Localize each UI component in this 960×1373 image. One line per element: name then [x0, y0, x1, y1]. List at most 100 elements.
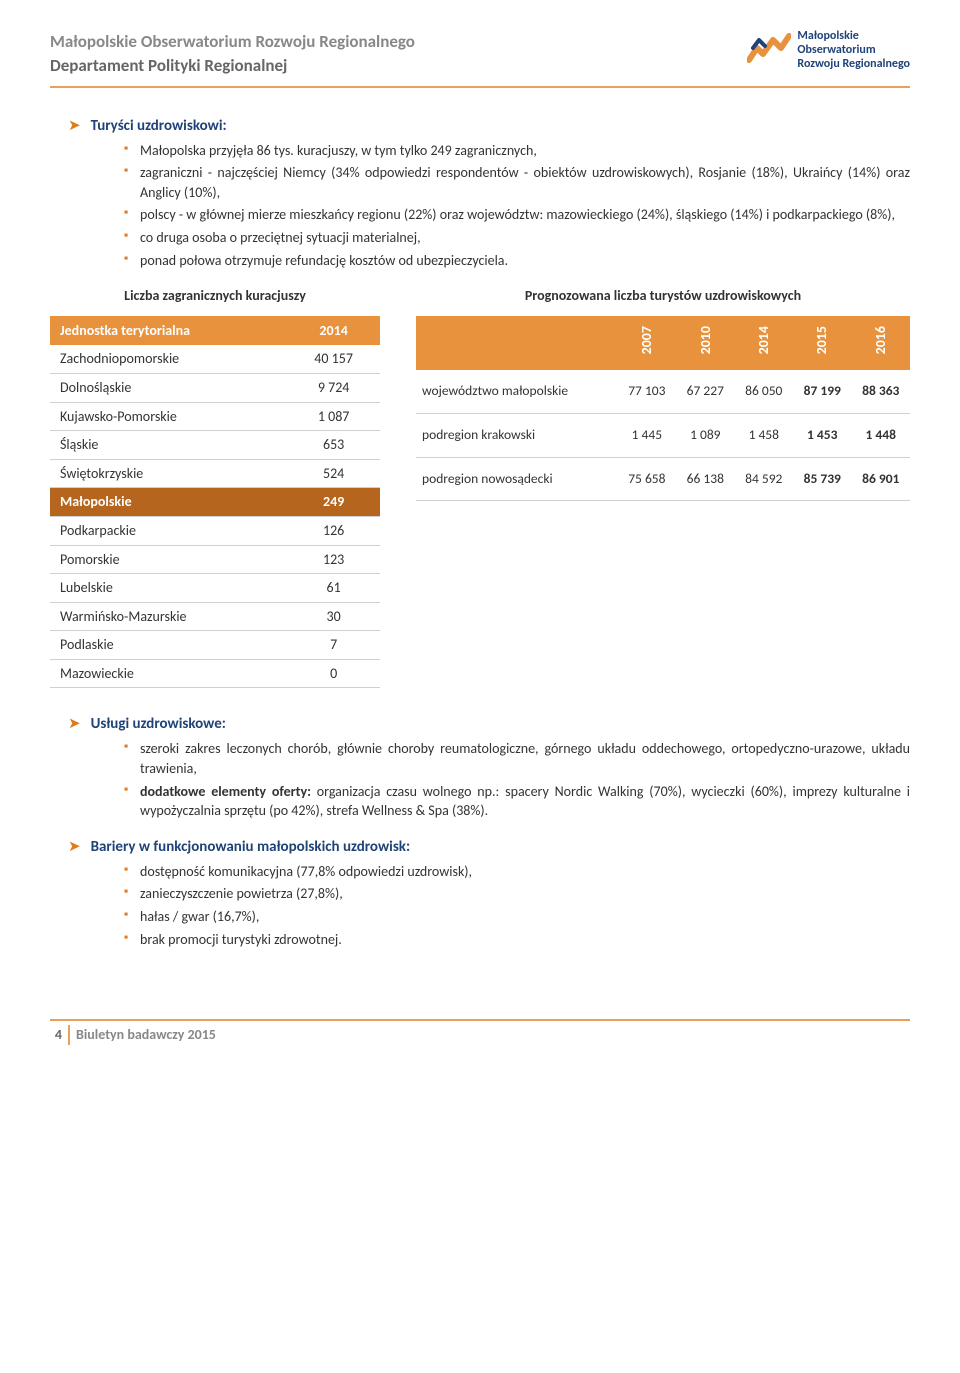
table-cell: 85 739	[793, 457, 851, 501]
section3-list: dostępność komunikacyjna (77,8% odpowied…	[124, 862, 910, 949]
table-cell: 7	[287, 631, 380, 660]
table-cell: 88 363	[851, 370, 910, 413]
t2-year-col: 2015	[793, 316, 851, 370]
section-bariery: ➤ Bariery w funkcjonowaniu małopolskich …	[68, 837, 910, 949]
table-cell: Mazowieckie	[50, 659, 287, 688]
list-item: hałas / gwar (16,7%),	[124, 907, 910, 927]
table-row: Mazowieckie0	[50, 659, 380, 688]
list-item: szeroki zakres leczonych chorób, głównie…	[124, 739, 910, 778]
logo-block: Małopolskie Obserwatorium Rozwoju Region…	[747, 30, 910, 71]
table-cell: Kujawsko-Pomorskie	[50, 402, 287, 431]
list-item: co druga osoba o przeciętnej sytuacji ma…	[124, 228, 910, 248]
table2-title: Prognozowana liczba turystów uzdrowiskow…	[416, 286, 910, 306]
table-cell: 1 445	[618, 413, 676, 457]
arrow-icon: ➤	[68, 714, 81, 735]
table-row: Świętokrzyskie524	[50, 459, 380, 488]
footer-text: Biuletyn badawczy 2015	[76, 1025, 216, 1045]
table-cell: 77 103	[618, 370, 676, 413]
header-title-2: Departament Polityki Regionalnej	[50, 54, 415, 78]
table-cell: 1 453	[793, 413, 851, 457]
logo-text-2: Obserwatorium	[797, 44, 910, 58]
list-item: dodatkowe elementy oferty: organizacja c…	[124, 782, 910, 821]
t1-col0: Jednostka terytorialna	[50, 316, 287, 346]
table-cell: Świętokrzyskie	[50, 459, 287, 488]
table-cell: 0	[287, 659, 380, 688]
list-item: zagraniczni - najczęściej Niemcy (34% od…	[124, 163, 910, 202]
t2-year-col: 2007	[618, 316, 676, 370]
logo-text-3: Rozwoju Regionalnego	[797, 58, 910, 72]
table-cell: 249	[287, 488, 380, 517]
table-cell: 84 592	[735, 457, 793, 501]
section1-heading: Turyści uzdrowiskowi:	[91, 116, 227, 137]
table-cell: 1 448	[851, 413, 910, 457]
table-cell: 30	[287, 602, 380, 631]
page-header: Małopolskie Obserwatorium Rozwoju Region…	[50, 30, 910, 88]
section-turysci: ➤ Turyści uzdrowiskowi: Małopolska przyj…	[68, 116, 910, 271]
table-cell: Dolnośląskie	[50, 373, 287, 402]
list-item: dostępność komunikacyjna (77,8% odpowied…	[124, 862, 910, 882]
table-cell: Lubelskie	[50, 574, 287, 603]
t2-year-col: 2016	[851, 316, 910, 370]
table-cell: 61	[287, 574, 380, 603]
table-cell: 67 227	[676, 370, 734, 413]
table-cell: 87 199	[793, 370, 851, 413]
t2-row-label: województwo małopolskie	[416, 370, 618, 413]
t2-row-label: podregion krakowski	[416, 413, 618, 457]
table-cell: 653	[287, 431, 380, 460]
section1-list: Małopolska przyjęła 86 tys. kuracjuszy, …	[124, 141, 910, 271]
table-row: Podkarpackie126	[50, 516, 380, 545]
table-row: Pomorskie123	[50, 545, 380, 574]
table-cell: Pomorskie	[50, 545, 287, 574]
table-cell: 9 724	[287, 373, 380, 402]
section-uslugi: ➤ Usługi uzdrowiskowe: szeroki zakres le…	[68, 714, 910, 820]
list-item: Małopolska przyjęła 86 tys. kuracjuszy, …	[124, 141, 910, 161]
table-cell: 75 658	[618, 457, 676, 501]
page-number: 4	[50, 1025, 70, 1045]
table-row: Kujawsko-Pomorskie1 087	[50, 402, 380, 431]
arrow-icon: ➤	[68, 116, 81, 137]
t2-row-label: podregion nowosądecki	[416, 457, 618, 501]
page-footer: 4 Biuletyn badawczy 2015	[50, 1019, 910, 1045]
list-item: ponad połowa otrzymuje refundację kosztó…	[124, 251, 910, 271]
table-row: województwo małopolskie77 10367 22786 05…	[416, 370, 910, 413]
list-item: brak promocji turystyki zdrowotnej.	[124, 930, 910, 950]
table-row: Podlaskie7	[50, 631, 380, 660]
table-cell: Śląskie	[50, 431, 287, 460]
table-row: Lubelskie61	[50, 574, 380, 603]
table-cell: 86 901	[851, 457, 910, 501]
section3-heading: Bariery w funkcjonowaniu małopolskich uz…	[91, 837, 411, 858]
table-row: Warmińsko-Mazurskie30	[50, 602, 380, 631]
table-left-block: Liczba zagranicznych kuracjuszy Jednostk…	[50, 286, 380, 688]
table-cell: 1 087	[287, 402, 380, 431]
list-item: polscy - w głównej mierze mieszkańcy reg…	[124, 205, 910, 225]
table-cell: Podkarpackie	[50, 516, 287, 545]
header-title-block: Małopolskie Obserwatorium Rozwoju Region…	[50, 30, 415, 78]
table2: 20072010201420152016 województwo małopol…	[416, 316, 910, 502]
table-row: Małopolskie249	[50, 488, 380, 517]
logo-text-1: Małopolskie	[797, 30, 910, 44]
section2-heading: Usługi uzdrowiskowe:	[91, 714, 226, 735]
section2-list: szeroki zakres leczonych chorób, głównie…	[124, 739, 910, 820]
table-row: Śląskie653	[50, 431, 380, 460]
table1-title: Liczba zagranicznych kuracjuszy	[50, 286, 380, 306]
table-row: Zachodniopomorskie40 157	[50, 345, 380, 373]
table-cell: 1 089	[676, 413, 734, 457]
table-cell: 40 157	[287, 345, 380, 373]
table-row: podregion nowosądecki75 65866 13884 5928…	[416, 457, 910, 501]
table-cell: 524	[287, 459, 380, 488]
table-cell: 86 050	[735, 370, 793, 413]
list-item: zanieczyszczenie powietrza (27,8%),	[124, 884, 910, 904]
t1-col1: 2014	[287, 316, 380, 346]
table-row: podregion krakowski1 4451 0891 4581 4531…	[416, 413, 910, 457]
table-cell: 126	[287, 516, 380, 545]
table-cell: Małopolskie	[50, 488, 287, 517]
table-cell: 66 138	[676, 457, 734, 501]
table-cell: Podlaskie	[50, 631, 287, 660]
table-cell: 1 458	[735, 413, 793, 457]
table-row: Dolnośląskie9 724	[50, 373, 380, 402]
logo-icon	[747, 30, 791, 66]
table-cell: Zachodniopomorskie	[50, 345, 287, 373]
arrow-icon: ➤	[68, 837, 81, 858]
header-title-1: Małopolskie Obserwatorium Rozwoju Region…	[50, 30, 415, 54]
table1: Jednostka terytorialna 2014 Zachodniopom…	[50, 316, 380, 689]
